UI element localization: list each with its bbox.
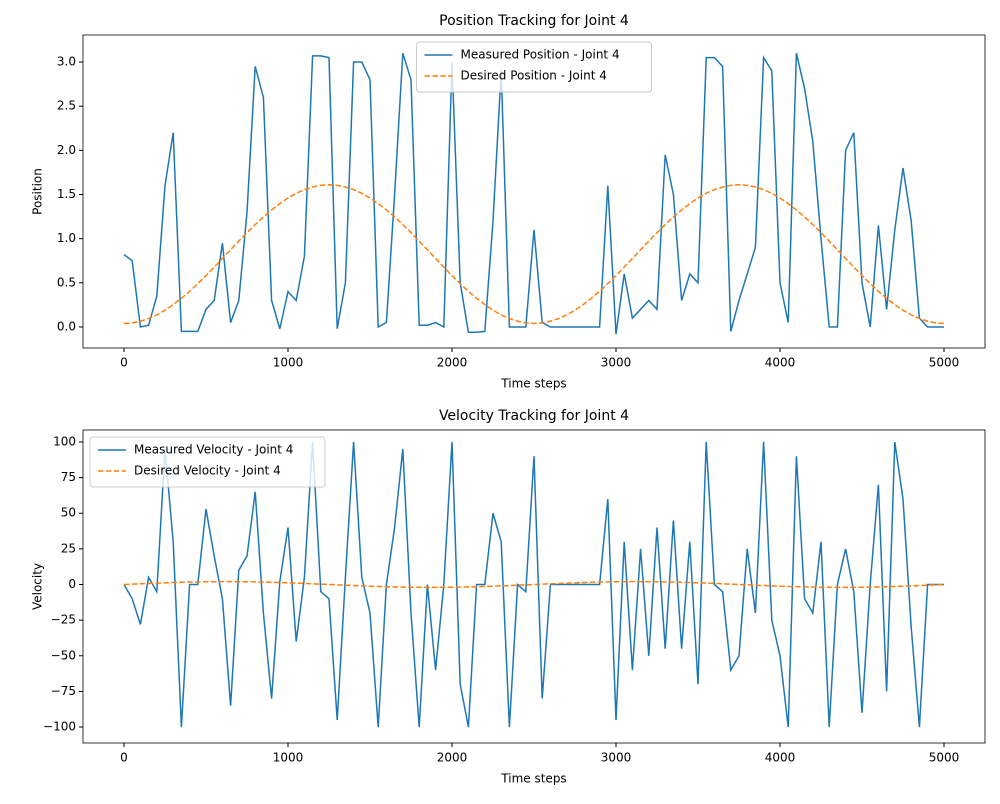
x-tick-label: 1000 <box>273 356 304 370</box>
axes-frame <box>82 429 986 744</box>
series-line <box>123 441 944 728</box>
y-tick-label: 0.0 <box>57 319 76 333</box>
y-tick-label: −25 <box>51 613 76 627</box>
x-tick-label: 2000 <box>437 356 468 370</box>
legend-label: Desired Position - Joint 4 <box>461 69 607 83</box>
x-tick-label: 1000 <box>273 751 304 765</box>
chart-title: Velocity Tracking for Joint 4 <box>439 408 629 424</box>
series-line <box>123 580 945 589</box>
y-tick-label: −50 <box>51 648 76 662</box>
y-tick-label: −75 <box>51 684 76 698</box>
legend-box <box>89 436 326 488</box>
x-tick-label: 0 <box>120 751 128 765</box>
chart-title: Position Tracking for Joint 4 <box>439 13 629 29</box>
legend-label: Measured Position - Joint 4 <box>461 48 620 62</box>
y-tick-label: 2.0 <box>57 143 76 157</box>
x-tick-label: 3000 <box>601 356 632 370</box>
x-tick-label: 2000 <box>437 751 468 765</box>
y-tick-label: 100 <box>53 434 76 448</box>
y-tick-label: 2.5 <box>57 99 76 113</box>
x-tick-label: 5000 <box>929 356 960 370</box>
y-tick-label: 0 <box>68 577 76 591</box>
legend-box <box>416 41 652 93</box>
y-axis-label: Position <box>31 168 45 215</box>
x-axis-label: Time steps <box>500 377 566 391</box>
series-line <box>123 52 944 335</box>
y-tick-label: 3.0 <box>57 55 76 69</box>
y-tick-label: −100 <box>43 720 76 734</box>
y-axis-label: Velocity <box>31 563 45 610</box>
x-axis-label: Time steps <box>500 772 566 786</box>
x-tick-label: 0 <box>120 356 128 370</box>
y-tick-label: 1.5 <box>57 187 76 201</box>
x-tick-label: 3000 <box>601 751 632 765</box>
legend-label: Desired Velocity - Joint 4 <box>134 464 281 478</box>
legend-label: Measured Velocity - Joint 4 <box>134 443 293 457</box>
x-tick-label: 4000 <box>765 751 796 765</box>
y-tick-label: 25 <box>61 541 76 555</box>
y-tick-label: 75 <box>61 470 76 484</box>
y-tick-label: 0.5 <box>57 275 76 289</box>
x-tick-label: 4000 <box>765 356 796 370</box>
x-tick-label: 5000 <box>929 751 960 765</box>
y-tick-label: 50 <box>61 506 76 520</box>
axes-frame <box>82 34 986 349</box>
y-tick-label: 1.0 <box>57 231 76 245</box>
series-line <box>123 184 945 325</box>
